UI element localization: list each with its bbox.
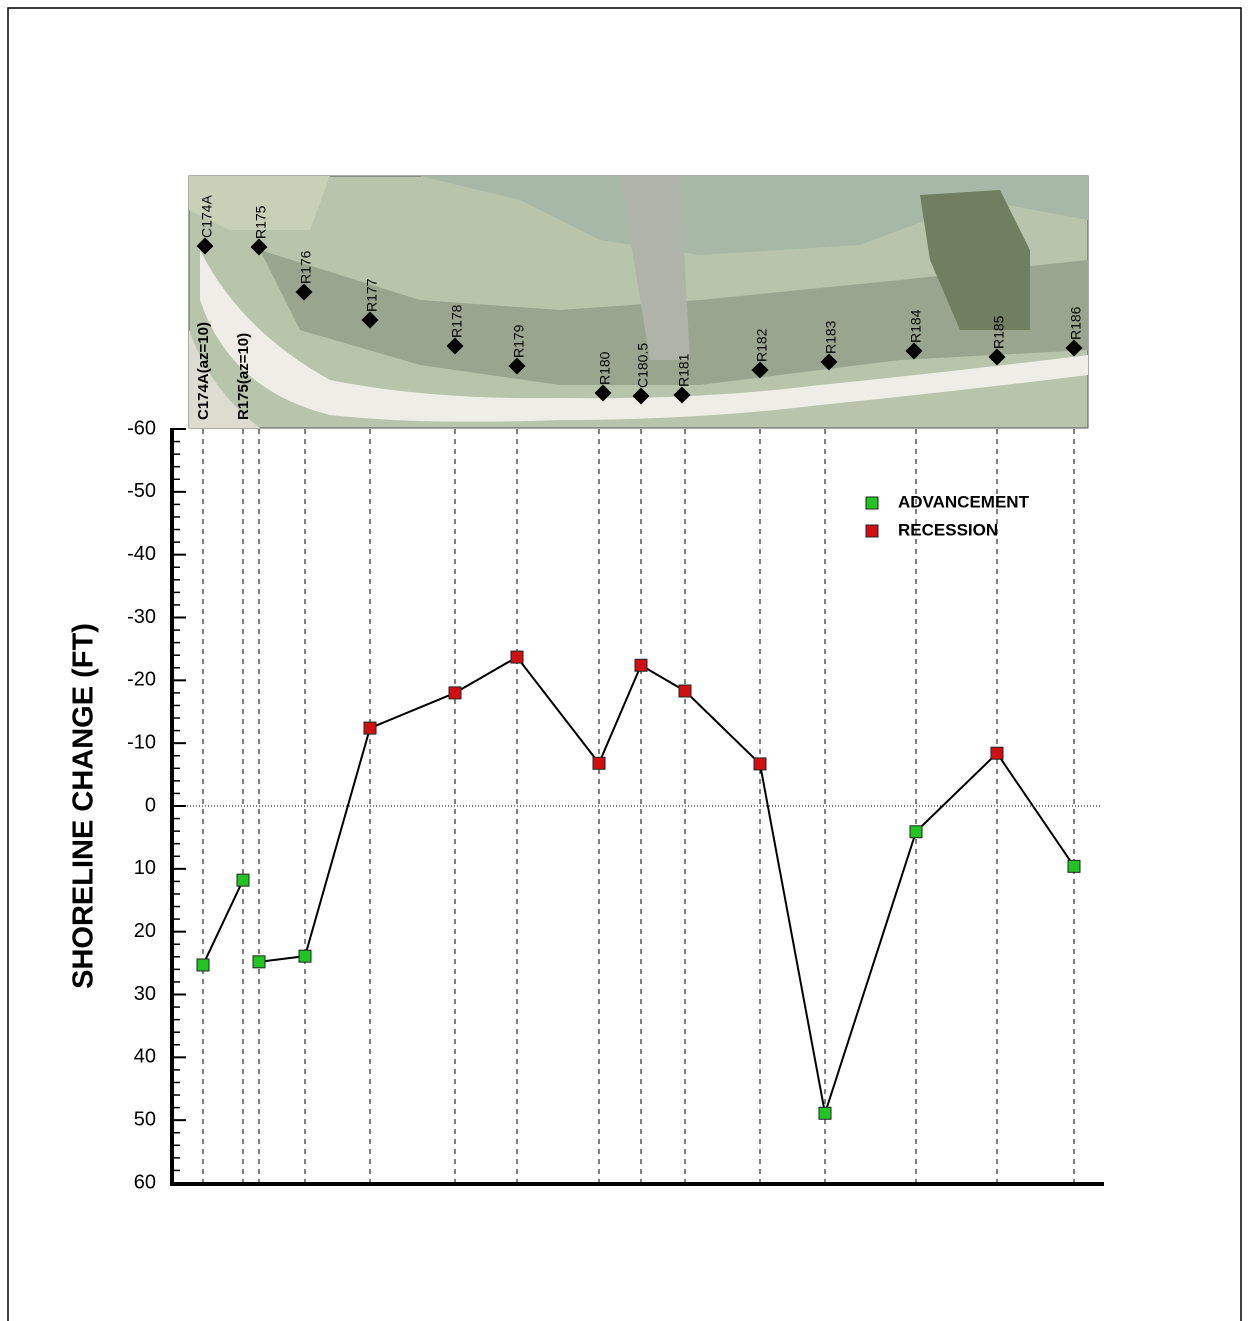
y-tick-label: 20 bbox=[134, 920, 156, 942]
data-point bbox=[449, 687, 461, 699]
connector-line bbox=[305, 728, 370, 956]
data-point bbox=[754, 758, 766, 770]
map-label: R180 bbox=[597, 351, 613, 385]
connector-line bbox=[517, 657, 599, 763]
connector-line bbox=[825, 832, 916, 1113]
map-label: R181 bbox=[676, 353, 692, 387]
connector-line bbox=[203, 880, 243, 965]
y-tick-label: 0 bbox=[145, 794, 156, 816]
connector-line bbox=[259, 956, 305, 962]
connector-line bbox=[599, 665, 641, 763]
legend-swatch bbox=[866, 497, 878, 509]
map-label: R179 bbox=[511, 324, 527, 358]
chart: SHORELINE CHANGE (FT) C174A R175 R176 R177 R… bbox=[0, 0, 1249, 1321]
data-point bbox=[364, 722, 376, 734]
y-tick-label: 60 bbox=[134, 1171, 156, 1193]
y-tick-label: -20 bbox=[127, 669, 156, 691]
data-point bbox=[299, 950, 311, 962]
data-point bbox=[593, 757, 605, 769]
y-tick-label: 40 bbox=[134, 1046, 156, 1068]
data-point bbox=[910, 826, 922, 838]
connector-line bbox=[641, 665, 685, 691]
data-point bbox=[635, 659, 647, 671]
map-label: R175 bbox=[253, 205, 269, 239]
data-point bbox=[1068, 860, 1080, 872]
y-tick-label: 10 bbox=[134, 857, 156, 879]
x-tick-label: R175(az=10) bbox=[235, 333, 252, 420]
data-point bbox=[197, 959, 209, 971]
y-tick-label: -60 bbox=[127, 417, 156, 439]
connector-line bbox=[997, 753, 1074, 866]
data-point bbox=[253, 956, 265, 968]
legend-swatch bbox=[866, 525, 878, 537]
data-point bbox=[679, 685, 691, 697]
data-point bbox=[991, 747, 1003, 759]
legend-label: ADVANCEMENT bbox=[898, 492, 1030, 511]
map-label: C180.5 bbox=[635, 343, 651, 388]
y-tick-label: 30 bbox=[134, 983, 156, 1005]
y-tick-label: 50 bbox=[134, 1108, 156, 1130]
data-point bbox=[511, 651, 523, 663]
y-tick-label: -10 bbox=[127, 731, 156, 753]
connector-line bbox=[685, 691, 760, 764]
map-label: C174A bbox=[199, 195, 215, 238]
connector-line bbox=[916, 753, 997, 832]
legend-label: RECESSION bbox=[898, 520, 998, 539]
connector-line bbox=[455, 657, 517, 693]
map-label: R183 bbox=[823, 320, 839, 354]
y-tick-label: -40 bbox=[127, 543, 156, 565]
map-label: R178 bbox=[449, 304, 465, 338]
y-tick-label: -50 bbox=[127, 480, 156, 502]
map-label: R182 bbox=[754, 328, 770, 362]
map-label: R185 bbox=[991, 315, 1007, 349]
connector-line bbox=[370, 693, 455, 728]
y-tick-label: -30 bbox=[127, 606, 156, 628]
connector-line bbox=[760, 764, 825, 1113]
map-label: R186 bbox=[1068, 306, 1084, 340]
map-label: R176 bbox=[298, 250, 314, 284]
data-point bbox=[237, 874, 249, 886]
map-label: R177 bbox=[364, 278, 380, 312]
y-axis-title: SHORELINE CHANGE (FT) bbox=[68, 623, 100, 989]
map-label: R184 bbox=[908, 309, 924, 343]
x-tick-label: C174A(az=10) bbox=[195, 322, 212, 420]
data-point bbox=[819, 1107, 831, 1119]
